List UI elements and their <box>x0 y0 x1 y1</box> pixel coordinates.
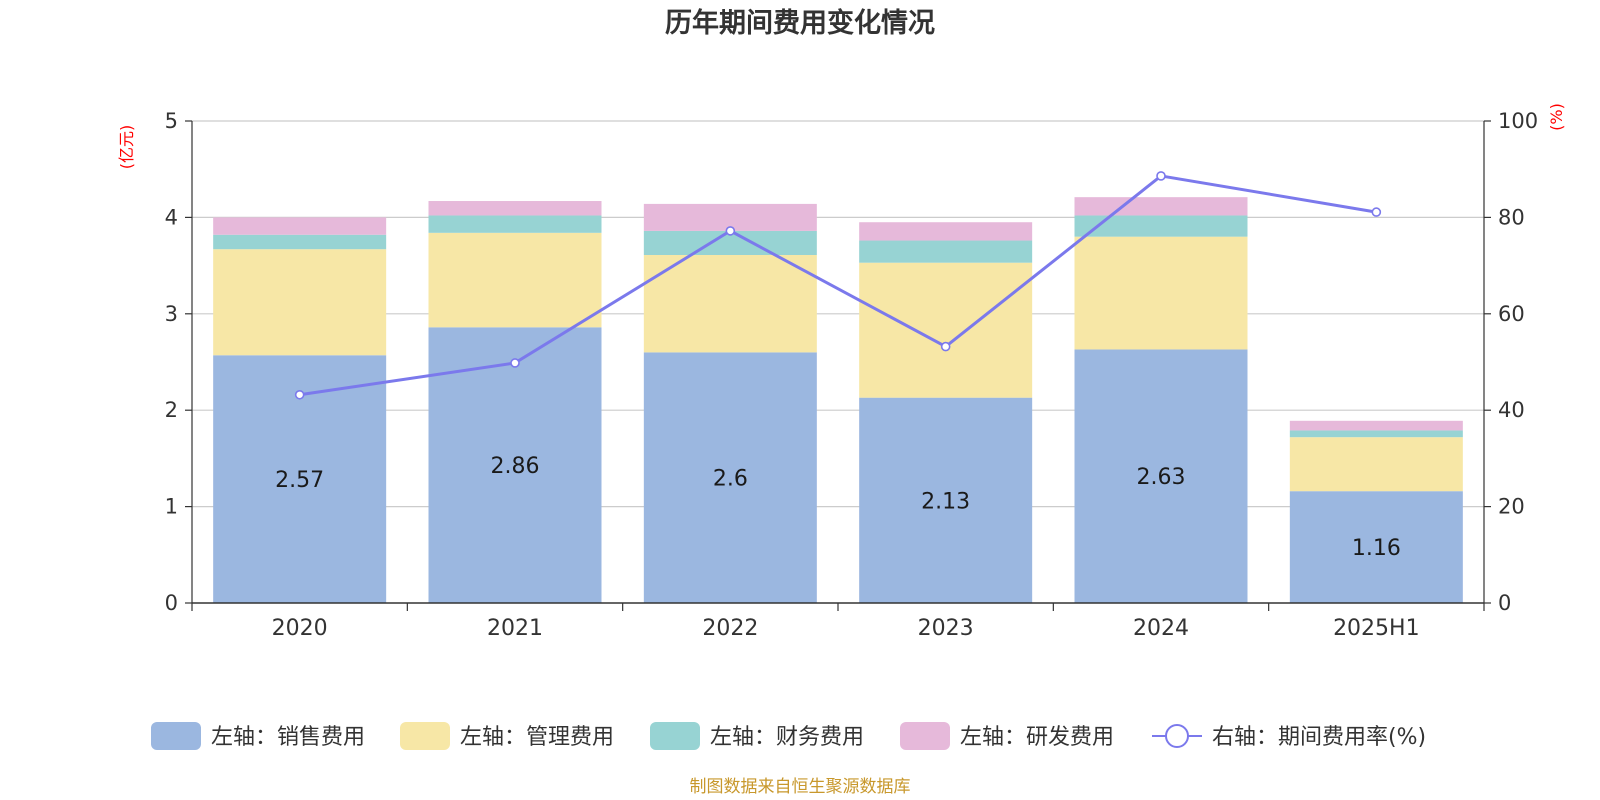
legend-swatch <box>151 722 201 750</box>
chart-title: 历年期间费用变化情况 <box>665 7 935 39</box>
bar <box>1074 197 1248 216</box>
category-label: 2023 <box>918 616 974 641</box>
axes: 0 1 2 3 4 5 0 20 40 60 80 100 2020 2021 2022 2023 2024 20… <box>165 109 1538 641</box>
bar-value-label: 1.16 <box>1352 536 1401 561</box>
bar-value-label: 2.13 <box>921 489 970 514</box>
right-tick-label: 0 <box>1498 591 1511 615</box>
bar-value-label: 2.57 <box>275 468 324 493</box>
line-point <box>1156 171 1166 181</box>
category-label: 2021 <box>487 616 543 641</box>
bar <box>859 240 1033 263</box>
legend-label: 右轴：期间费用率(%) <box>1212 725 1426 750</box>
bar <box>643 254 817 353</box>
expense-rate-line <box>299 174 1377 397</box>
bar <box>213 234 387 250</box>
bar-series <box>213 197 1463 603</box>
source-note: 制图数据来自恒生聚源数据库 <box>690 777 911 797</box>
left-tick-label: 0 <box>165 591 178 615</box>
legend-swatch <box>900 722 950 750</box>
right-tick-label: 20 <box>1498 495 1525 519</box>
left-tick-label: 3 <box>165 302 178 326</box>
legend: 左轴：销售费用 左轴：管理费用 左轴：财务费用 左轴：研发费用 右轴：期间费用率(%) <box>151 722 1426 750</box>
category-label: 2024 <box>1133 616 1189 641</box>
bar <box>428 232 602 328</box>
line-point <box>1371 207 1382 217</box>
category-label: 2020 <box>272 616 328 641</box>
bar <box>428 215 602 233</box>
category-label: 2025H1 <box>1333 616 1420 641</box>
category-label: 2022 <box>702 616 758 641</box>
right-tick-label: 40 <box>1498 398 1525 422</box>
right-tick-label: 60 <box>1498 302 1525 326</box>
bar-value-label: 2.86 <box>491 454 540 479</box>
gridlines <box>192 120 1484 508</box>
line-point <box>510 358 520 368</box>
legend-label: 左轴：财务费用 <box>710 725 864 750</box>
bar <box>213 217 387 235</box>
bar <box>1289 420 1463 431</box>
bar <box>1289 437 1463 492</box>
bar <box>859 262 1033 398</box>
legend-swatch <box>650 722 700 750</box>
right-axis-unit: (%) <box>1547 103 1566 131</box>
bar <box>1289 430 1463 438</box>
legend-label: 左轴：研发费用 <box>960 725 1114 750</box>
legend-marker <box>1165 724 1189 748</box>
legend-label: 左轴：管理费用 <box>460 725 614 750</box>
left-tick-label: 4 <box>165 205 178 229</box>
bar <box>1289 491 1463 603</box>
bar-value-label: 2.6 <box>713 467 748 492</box>
bar <box>1074 349 1248 603</box>
bar <box>213 249 387 356</box>
line-series <box>294 171 1382 400</box>
bar <box>1074 236 1248 350</box>
bar-value-label: 2.63 <box>1137 465 1186 490</box>
bar <box>428 201 602 216</box>
right-tick-label: 80 <box>1498 205 1525 229</box>
bar <box>428 327 602 603</box>
legend-label: 左轴：销售费用 <box>211 725 365 750</box>
left-tick-label: 5 <box>165 109 178 133</box>
line-point <box>940 341 951 352</box>
value-labels: 2.57 2.86 2.6 2.13 2.63 1.16 <box>275 454 1401 561</box>
legend-swatch <box>400 722 450 750</box>
bar <box>1074 215 1248 237</box>
left-axis-unit: (亿元) <box>117 125 136 170</box>
line-point <box>725 226 736 236</box>
left-tick-label: 1 <box>165 495 178 519</box>
bar <box>859 397 1033 603</box>
bar <box>643 352 817 603</box>
left-tick-label: 2 <box>165 398 178 422</box>
bar <box>859 222 1033 241</box>
line-point <box>294 389 305 400</box>
right-tick-label: 100 <box>1498 109 1538 133</box>
